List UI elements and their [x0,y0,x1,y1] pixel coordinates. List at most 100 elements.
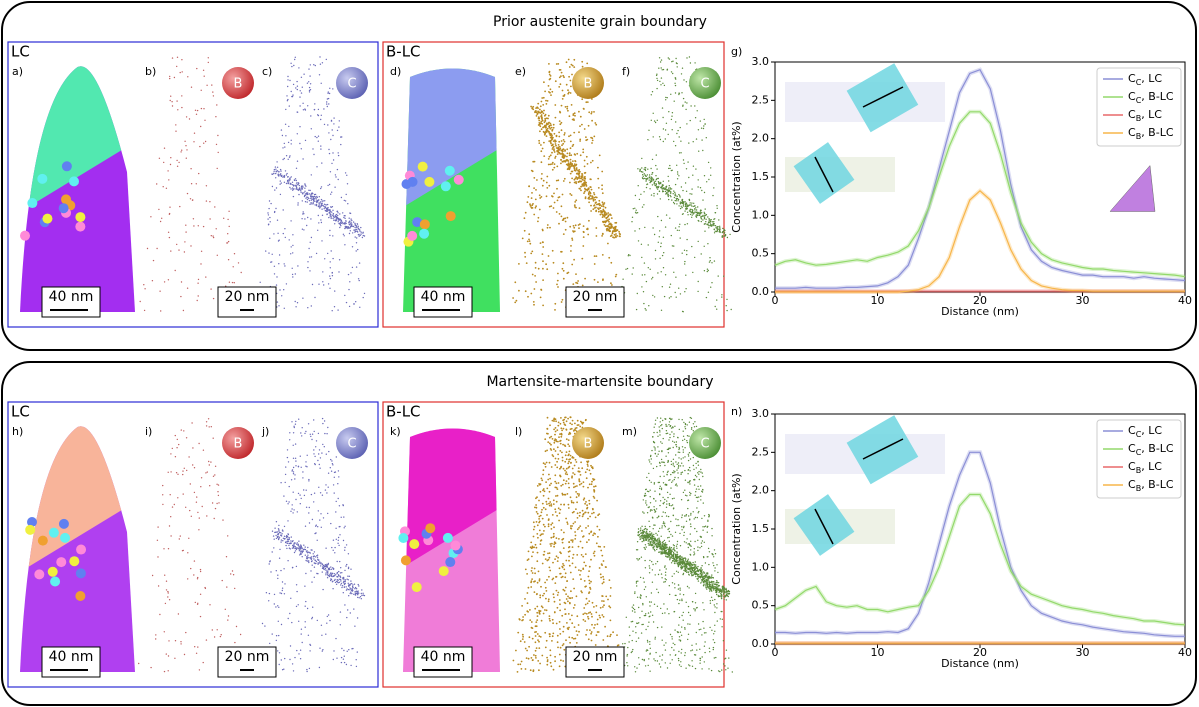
atom [572,165,575,168]
atom [535,506,538,509]
atom [582,225,585,228]
atom [612,236,614,239]
atom [317,114,319,116]
atom [295,185,297,187]
atom [707,243,709,245]
atom [349,612,351,614]
atom [571,511,574,514]
atom [217,134,219,137]
atom [719,227,721,229]
atom [571,456,574,458]
atom [558,140,561,143]
atom [291,504,293,506]
atom [548,504,551,507]
atom [549,477,551,480]
atom [578,131,580,134]
atom [679,201,681,203]
atom [307,634,310,636]
atom [327,472,330,474]
atom [207,57,209,59]
atom [562,588,565,591]
atom [659,80,661,83]
atom [532,160,535,163]
atom [540,605,543,608]
atom [561,156,564,159]
atom [301,200,303,202]
atom [574,521,576,523]
atom [583,580,586,582]
atom [679,293,682,295]
atom [584,277,586,280]
atom [712,194,714,197]
atom [337,576,339,578]
atom [355,592,358,594]
atom [568,135,570,138]
atom [584,419,587,422]
atom [703,270,706,272]
atom [306,557,308,560]
atom [309,203,311,205]
atom [598,199,601,202]
atom [572,283,575,285]
atom [701,668,703,670]
atom [294,478,296,480]
atom [538,669,540,672]
atom [713,549,716,551]
atom [546,129,549,132]
atom [195,113,198,116]
atom [514,281,517,284]
atom [713,187,715,189]
atom [687,543,689,545]
atom [298,545,300,547]
atom [327,97,330,100]
atom [550,124,552,127]
atom [354,586,357,589]
atom [668,167,670,170]
atom [573,587,575,590]
atom [542,506,545,509]
atom [570,170,573,173]
atom [358,279,360,282]
atom [227,233,229,235]
atom [308,512,310,514]
atom [593,606,595,608]
atom [656,455,658,457]
atom [169,163,172,166]
atom [590,530,593,533]
atom [308,480,310,482]
atom [544,120,547,122]
atom [648,179,650,181]
atom [576,152,579,155]
atom [569,92,572,94]
atom [310,256,313,258]
atom [317,205,320,208]
atom [302,102,304,105]
atom [307,307,309,309]
atom [280,175,283,178]
atom [298,182,300,184]
atom [220,634,222,636]
atom [597,631,600,633]
atom [550,205,553,208]
atom [702,219,704,221]
atom [357,231,359,233]
atom [676,197,679,200]
atom [563,156,565,159]
atom [315,440,318,442]
atom [208,464,210,466]
atom [590,613,593,615]
atom [693,205,695,208]
atom [718,219,720,221]
atom [684,489,686,491]
atom [664,526,666,528]
atom [314,559,316,561]
atom [717,582,720,584]
atom [534,261,537,264]
atom [551,454,554,456]
atom [307,266,309,269]
atom [278,263,280,265]
atom [319,519,321,521]
atom [609,633,612,636]
atom [552,207,555,209]
atom [566,521,569,524]
